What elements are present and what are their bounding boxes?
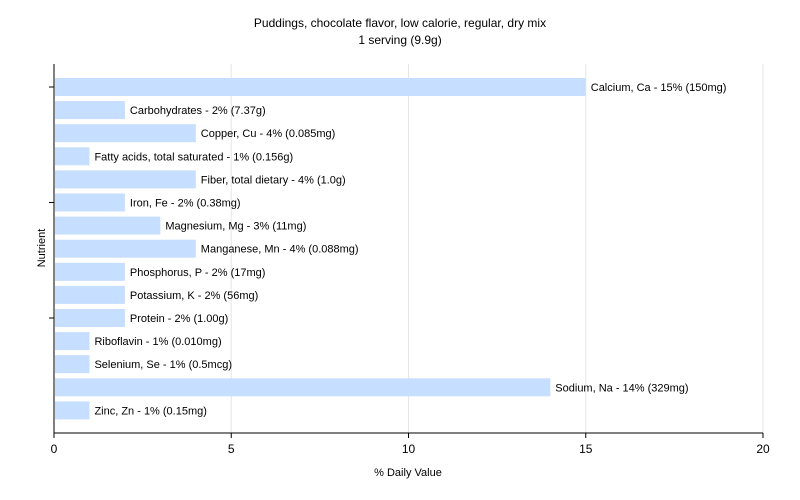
bar-label: Zinc, Zn - 1% (0.15mg) [94, 405, 206, 417]
bar-label: Protein - 2% (1.00g) [130, 313, 228, 325]
bar [55, 78, 586, 96]
bar-label: Sodium, Na - 14% (329mg) [555, 382, 688, 394]
bar-label: Phosphorus, P - 2% (17mg) [130, 267, 266, 279]
bar [55, 309, 125, 327]
x-tick-label: 5 [228, 442, 235, 456]
bar [55, 239, 196, 258]
x-tick-label: 10 [402, 442, 416, 456]
bar-label: Iron, Fe - 2% (0.38mg) [130, 198, 241, 210]
bar-label: Carbohydrates - 2% (7.37g) [130, 105, 266, 117]
axes: 0 5 10 15 20 [49, 64, 770, 456]
bar [55, 216, 161, 235]
bar-label: Fatty acids, total saturated - 1% (0.156… [94, 151, 293, 163]
bar-label: Copper, Cu - 4% (0.085mg) [201, 128, 336, 140]
bar [55, 401, 90, 420]
x-tick-label: 20 [756, 442, 770, 456]
chart-title: Puddings, chocolate flavor, low calorie,… [254, 16, 546, 30]
bar-label: Potassium, K - 2% (56mg) [130, 290, 258, 302]
bar [55, 285, 125, 304]
grid-lines [230, 64, 764, 433]
bar [55, 193, 125, 212]
bar-label: Magnesium, Mg - 3% (11mg) [165, 221, 306, 233]
bars: Calcium, Ca - 15% (150mg) Carbohydrates -… [55, 78, 727, 420]
bar [55, 378, 551, 397]
bar-label: Manganese, Mn - 4% (0.088mg) [201, 244, 359, 256]
bar [55, 262, 125, 281]
bar [55, 124, 196, 143]
y-axis-label: Nutrient [36, 229, 48, 268]
x-tick-label: 0 [51, 442, 58, 456]
bar-label: Fiber, total dietary - 4% (1.0g) [201, 174, 346, 186]
x-tick-label: 15 [579, 442, 593, 456]
chart-subtitle: 1 serving (9.9g) [358, 33, 441, 47]
bar [55, 101, 125, 120]
bar-label: Riboflavin - 1% (0.010mg) [94, 336, 221, 348]
bar [55, 147, 90, 166]
bar [55, 332, 90, 351]
bar-label: Selenium, Se - 1% (0.5mcg) [94, 359, 232, 371]
bar [55, 170, 196, 189]
bar [55, 355, 90, 374]
x-axis-label: % Daily Value [374, 467, 442, 479]
bar-label: Calcium, Ca - 15% (150mg) [591, 82, 727, 94]
